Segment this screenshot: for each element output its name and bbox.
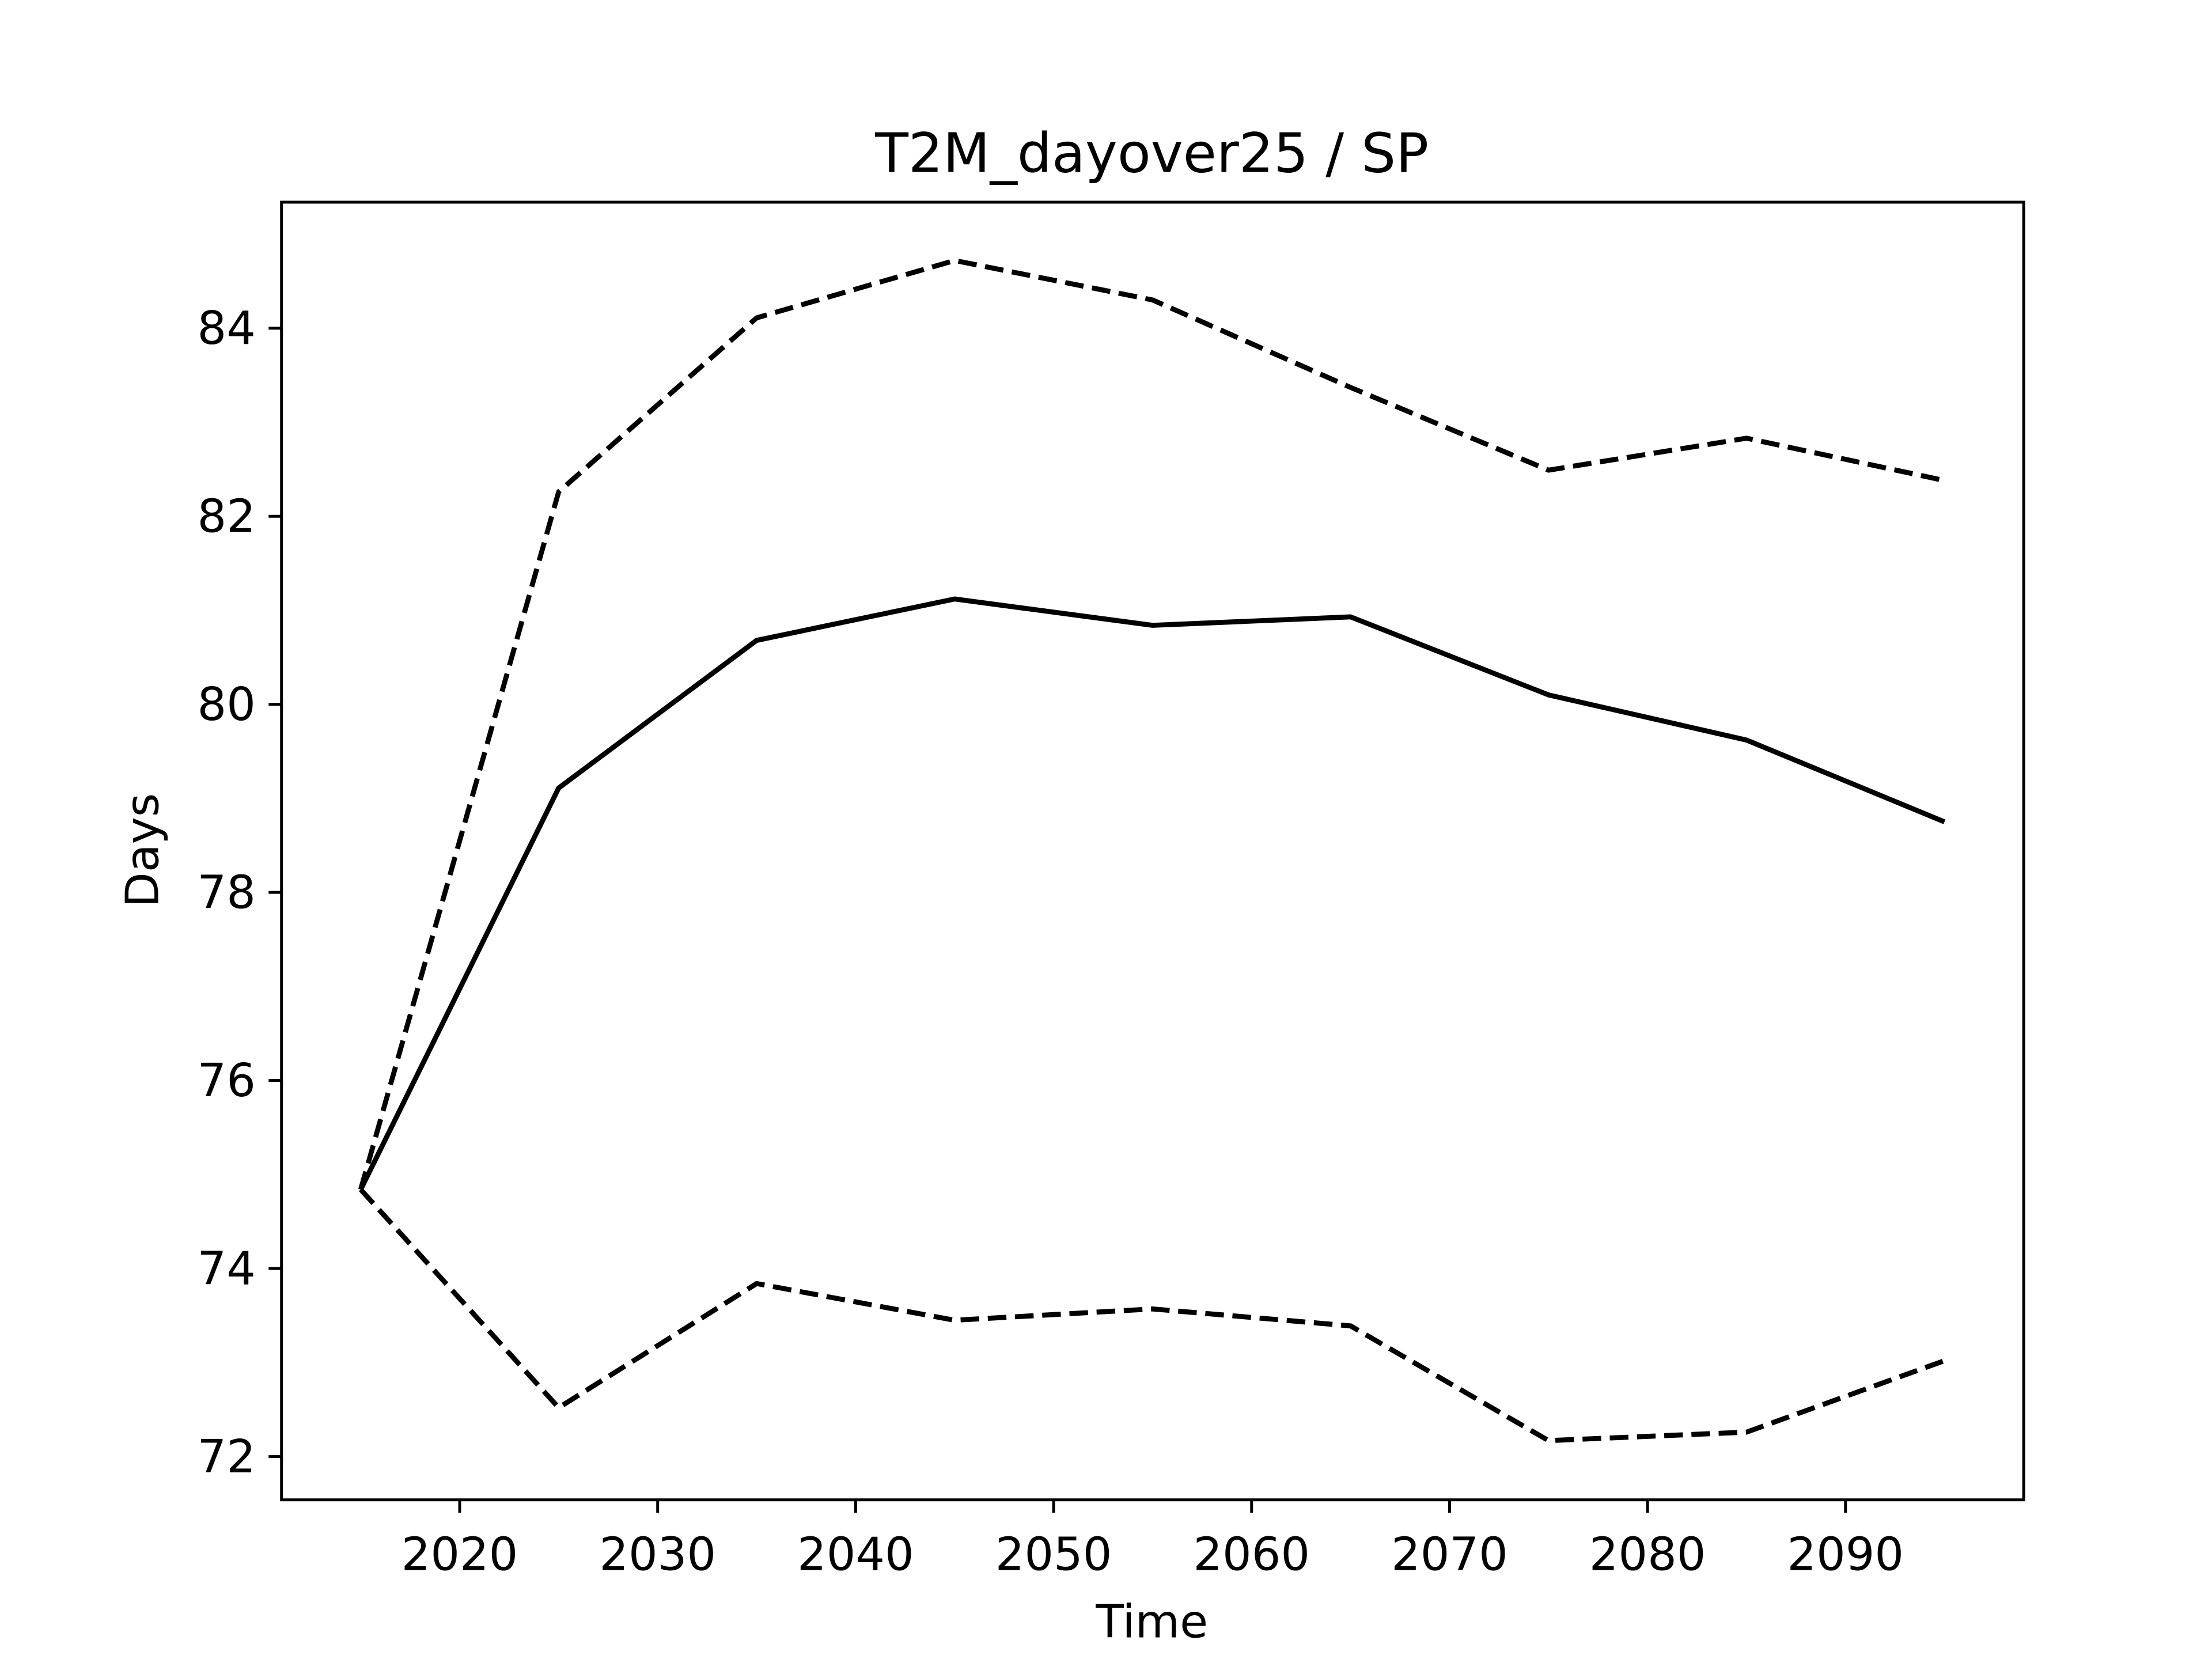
chart-title: T2M_dayover25 / SP [874,122,1429,185]
line-series [358,257,1945,1191]
y-tick-label: 80 [198,677,256,731]
plot-area: 2020 2030 2040 2050 2060 2070 2080 2090 72 74 76 78… [198,257,1946,1581]
x-tick-label: 2050 [995,1528,1112,1581]
y-axis-label: Days [116,793,169,908]
y-tick-label: 78 [198,866,256,919]
x-tick-label: 2070 [1391,1528,1508,1581]
y-tick-label: 76 [198,1054,256,1107]
x-tick-label: 2060 [1193,1528,1310,1581]
y-tick-label: 72 [198,1430,256,1483]
x-axis-label: Time [1095,1595,1208,1649]
x-tick-label: 2080 [1589,1528,1706,1581]
line-series [358,596,1946,1191]
x-tick-label: 2020 [402,1528,518,1581]
y-tick-label: 82 [198,490,256,543]
line-series [358,1188,1946,1444]
x-tick-label: 2040 [797,1528,914,1581]
y-tick-label: 84 [198,301,256,355]
axes-frame [280,200,2025,1502]
x-tick-label: 2030 [599,1528,716,1581]
y-tick-label: 74 [198,1242,256,1296]
x-tick-label: 2090 [1787,1528,1904,1581]
